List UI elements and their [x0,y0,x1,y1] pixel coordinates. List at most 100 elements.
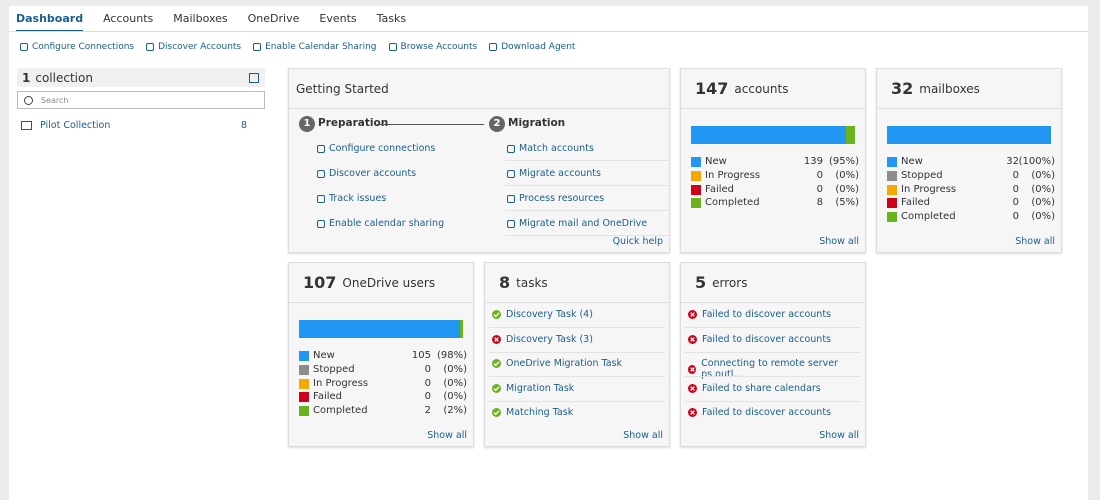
stat-card: 107 OneDrive users New 105 (98%) Stopped 0 (0%)… [288,262,474,447]
open-external[interactable] [249,73,259,83]
link-label: Match accounts [519,143,594,154]
item-divider [685,351,861,353]
show-all-link[interactable]: Show all [1015,236,1055,247]
legend-swatch [299,392,309,403]
list-item[interactable]: Discovery Task (3) [492,334,593,345]
collection-count: 1 [22,70,31,85]
list-item[interactable]: OneDrive Migration Task [492,358,622,369]
getting-started-link[interactable]: Match accounts [507,143,594,154]
item-text: Connecting to remote server ps.outl... [701,358,838,381]
tab-bar: Dashboard Accounts Mailboxes OneDrive Events… [9,6,426,32]
list-card: 8 tasks Discovery Task (4) Discovery Task (… [484,262,670,447]
legend-swatch [691,198,701,209]
tab[interactable]: Events [319,12,357,25]
getting-started-link[interactable]: Discover accounts [317,168,416,179]
card-count: 147 [695,79,729,98]
item-text: Discovery Task (3) [506,333,593,345]
toolbar-label: Browse Accounts [400,42,478,52]
check-glyph [493,312,500,318]
search-box[interactable]: Search [17,91,265,109]
link-divider [505,160,670,161]
item-text: Matching Task [506,407,574,419]
tab[interactable]: Dashboard [16,6,84,32]
link-label: Track issues [329,193,387,204]
error-icon [688,408,697,418]
tab[interactable]: Mailboxes [173,12,228,25]
status-percent: (0%) [1031,183,1055,195]
status-percent: (0%) [1031,169,1055,181]
item-divider [489,327,665,328]
status-name: In Progress [705,169,761,181]
item-text: Failed to discover accounts [702,333,831,345]
toolbar-label: Discover Accounts [158,42,242,52]
error-icon [688,364,697,374]
list-item[interactable]: Matching Task [492,407,573,418]
legend-swatch [299,364,309,375]
stat-card: 147 accounts New 139 (95%) In Progress 0 (0%) Fa… [680,68,866,253]
toolbar-button[interactable]: Enable Calendar Sharing [253,42,377,52]
toolbar-button[interactable]: Configure Connections [20,42,134,52]
toolbar-button[interactable]: Browse Accounts [388,42,478,52]
legend-swatch [299,378,309,389]
cross-glyph [494,336,499,342]
show-all-link[interactable]: Show all [819,236,859,247]
error-icon [688,383,697,393]
error-icon [492,334,501,344]
status-count: 0 [1012,197,1019,209]
item-text: Failed to discover accounts [702,309,831,320]
list-item[interactable]: Failed to discover accounts [688,407,831,418]
toolbar-button[interactable]: Discover Accounts [146,42,241,52]
status-count: 0 [816,169,823,181]
getting-started-link[interactable]: Process resources [507,193,604,204]
toolbar: Configure Connections Discover Accounts En… [20,42,587,52]
status-name: New [705,156,727,167]
status-name: Stopped [901,169,943,181]
card-header: Getting Started [289,69,669,109]
item-divider [685,376,861,378]
tab[interactable]: OneDrive [247,12,300,25]
card-label: OneDrive users [342,275,436,290]
item-text: Failed to discover accounts [702,407,831,419]
show-all-link[interactable]: Show all [623,430,663,441]
status-name: In Progress [901,183,957,195]
show-all-link[interactable]: Show all [427,430,467,441]
list-item[interactable]: Migration Task [492,383,574,394]
check-glyph [493,361,500,367]
getting-started-link[interactable]: Track issues [317,193,386,204]
icon [317,144,325,153]
status-name: Stopped [313,363,355,375]
item-text: Failed to share calendars [702,382,821,394]
getting-started-link[interactable]: Configure connections [317,143,435,154]
card-count: 32 [891,79,914,98]
legend-swatch [887,198,897,209]
card-count: 5 [695,273,707,292]
list-item[interactable]: Failed to discover accounts [688,334,831,345]
getting-started-link[interactable]: Enable calendar sharing [317,218,444,229]
list-item[interactable]: Failed to share calendars [688,383,821,394]
stacked-bar [887,126,1051,144]
card-label: mailboxes [919,81,980,96]
bar-segment [691,126,847,144]
list-item[interactable]: Connecting to remote server ps.outl... [688,358,865,380]
tab[interactable]: Tasks [376,12,407,25]
list-item[interactable]: Discovery Task (4) [492,309,593,320]
item-divider [489,400,665,402]
icon [388,43,397,51]
status-count: 105 [411,350,431,361]
status-count: 8 [816,197,823,209]
success-icon [492,408,501,418]
list-item[interactable]: Failed to discover accounts [688,309,831,320]
quick-help-link[interactable]: Quick help [612,236,663,247]
toolbar-button[interactable]: Download Agent [489,42,575,52]
getting-started-link[interactable]: Migrate accounts [507,168,601,179]
sidebar: 1 collection Search Pilot Collection 8 [17,68,265,248]
status-count: 0 [816,183,823,195]
status-count: 2 [424,405,431,417]
tab[interactable]: Accounts [103,12,154,25]
status-count: 0 [1012,169,1019,181]
success-icon [492,310,501,319]
collection-item[interactable]: Pilot Collection 8 [21,119,247,131]
show-all-link[interactable]: Show all [819,430,859,441]
status-name: Completed [705,197,760,209]
getting-started-link[interactable]: Migrate mail and OneDrive [507,218,647,229]
